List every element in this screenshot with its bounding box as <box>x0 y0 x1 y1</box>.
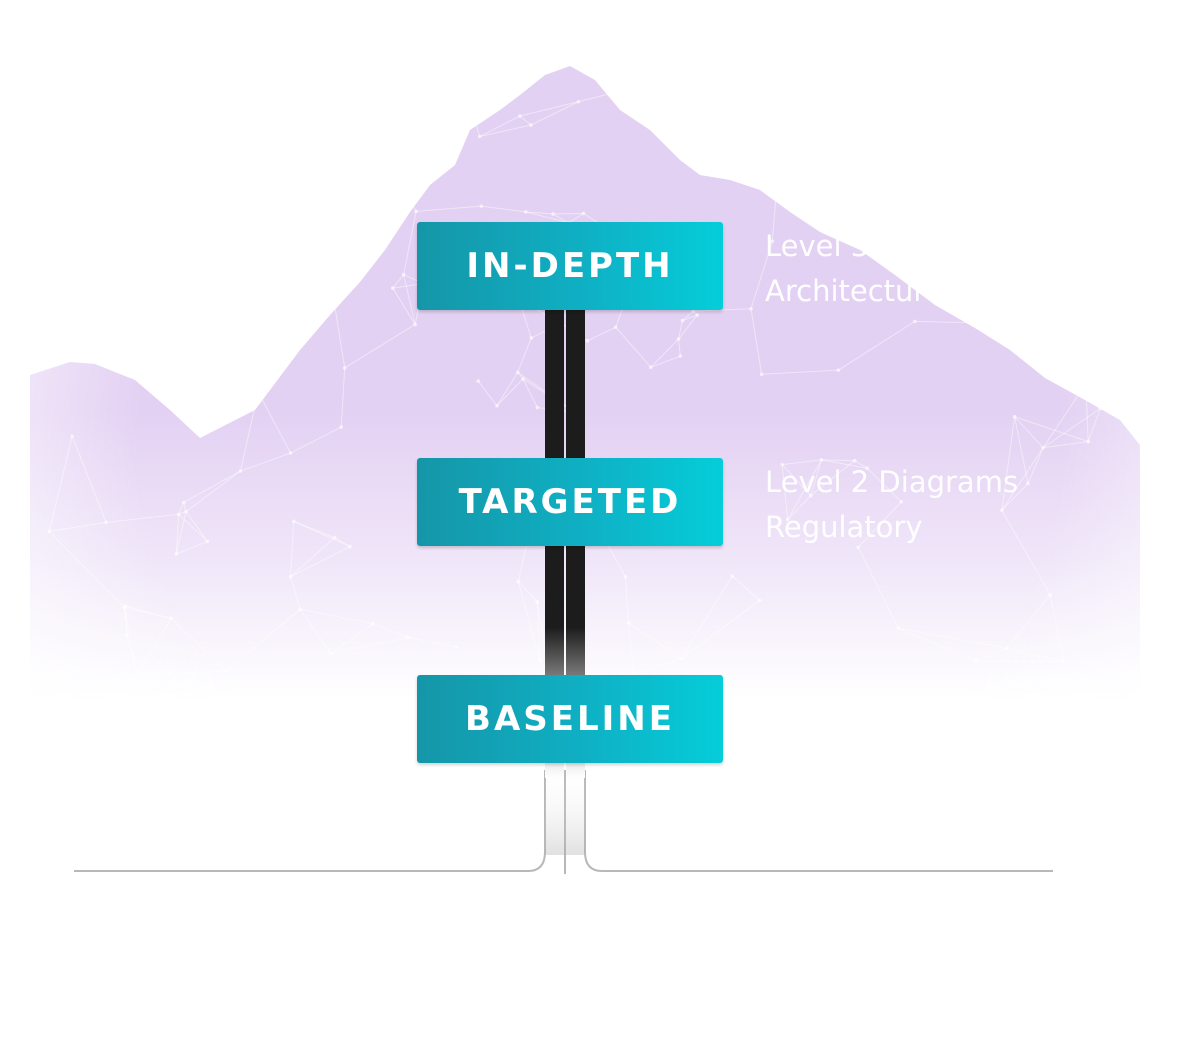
sign-baseline: BASELINE <box>417 675 723 763</box>
targeted-description-line-1: Level 2 Diagrams <box>765 465 1019 499</box>
sign-targeted: TARGETED <box>417 458 723 546</box>
in-depth-description: Level 3 Architecture <box>765 224 925 314</box>
targeted-description-line-2: Regulatory <box>765 510 923 544</box>
targeted-description: Level 2 Diagrams Regulatory <box>765 460 1047 550</box>
in-depth-description-line-2: Architecture <box>765 274 925 308</box>
sign-in-depth: IN-DEPTH <box>417 222 723 310</box>
in-depth-description-line-1: Level 3 <box>765 229 870 263</box>
